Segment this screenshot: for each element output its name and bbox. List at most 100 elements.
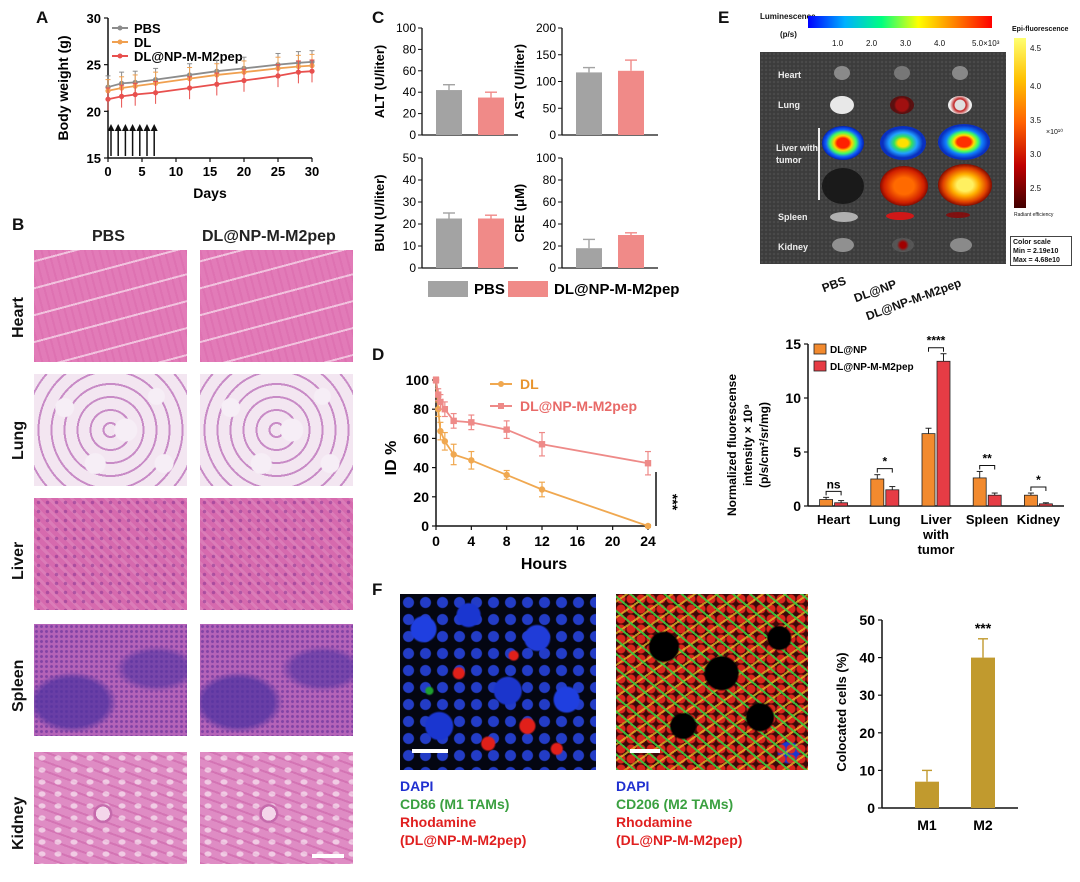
ivis-label-kidney: Kidney (778, 242, 809, 252)
organ-spleen-dlnpm (946, 212, 970, 218)
data-point (441, 438, 449, 445)
x-tick-label: 4 (467, 533, 475, 549)
y-tick-label: 30 (403, 195, 417, 209)
bar (1038, 503, 1053, 507)
x-tick-label: Liver (920, 512, 951, 527)
data-point (503, 426, 510, 433)
data-point (132, 91, 138, 98)
panel-c-letter: C (372, 8, 385, 27)
data-point (441, 406, 449, 413)
bar (618, 235, 644, 268)
epi-radiant-label: Radiant efficiency (1014, 212, 1054, 218)
legend-rhodamine: Rhodamine (616, 814, 693, 830)
y-tick-label: 0 (549, 128, 556, 142)
he-image-kidney-dlnp (200, 752, 353, 864)
bar (870, 478, 885, 507)
legend-marker-dl (117, 39, 123, 45)
x-tick-label: 24 (640, 533, 656, 549)
legend-rhodamine-sub: (DL@NP-M-M2pep) (616, 832, 743, 848)
organ-kidney-dlnp (892, 238, 914, 252)
panel-d-sig: *** (665, 494, 681, 511)
ivis-col-pbs: PBS (820, 273, 848, 296)
he-image-lung-pbs (34, 374, 187, 486)
y-tick-label: 20 (859, 725, 875, 741)
bar (618, 70, 644, 135)
bar (478, 97, 504, 135)
epi-tick-35: 3.5 (1030, 116, 1042, 125)
y-axis-label: BUN (U/liter) (372, 174, 387, 251)
ivis-label-lung: Lung (778, 100, 800, 110)
bar (576, 72, 602, 135)
y-axis-label: CRE (μM) (512, 184, 527, 243)
series-line (107, 64, 313, 92)
y-tick-label: 60 (403, 64, 417, 78)
lum-tick-4: 4.0 (934, 39, 946, 48)
sig-bracket (876, 468, 893, 473)
legend-label-dlnpm: DL@NP-M-M2pep (830, 362, 914, 373)
scale-bar (630, 749, 660, 753)
organ-heart-dlnp (894, 66, 910, 80)
organ-spleen-pbs (830, 212, 858, 222)
dosing-arrowhead (136, 124, 144, 131)
organ-heart-dlnpm (952, 66, 968, 80)
scale-bar (312, 854, 344, 858)
epi-tick-30: 3.0 (1030, 150, 1042, 159)
y-tick-label: 40 (403, 85, 417, 99)
panel-e-letter: E (718, 8, 730, 27)
bar (885, 489, 900, 507)
x-tick-label: M1 (917, 817, 937, 833)
y-tick-label: 60 (413, 430, 429, 446)
legend-marker-dlnp (117, 53, 123, 59)
bar (936, 360, 951, 507)
x-tick-label: 0 (432, 533, 440, 549)
lum-unit: (p/s) (780, 30, 797, 39)
y-tick-label: 200 (536, 21, 556, 35)
epi-title: Epi-fluorescence (1012, 26, 1069, 33)
y-axis-label: AST (U/liter) (512, 44, 527, 119)
ivis-liver-bracket (818, 128, 820, 200)
bar (478, 218, 504, 268)
he-image-spleen-pbs (34, 624, 187, 736)
y-tick-label: 50 (543, 101, 557, 115)
data-point (450, 417, 457, 425)
y-tick-label: 0 (793, 498, 801, 514)
legend-cd86: CD86 (M1 TAMs) (400, 796, 510, 812)
sig-label: * (882, 455, 887, 469)
y-axis-label: ALT (U/liter) (372, 45, 387, 118)
y-tick-label: 0 (549, 261, 556, 275)
panel-b-row-lung: Lung (10, 420, 27, 460)
legend-label-pbs: PBS (134, 21, 161, 36)
body-weight-chart: Body weight (g) Days PBS DL DL@NP-M-M2pe… (55, 11, 319, 201)
legend-label-dl: DL (134, 35, 151, 50)
dosing-arrowhead (129, 124, 137, 131)
y-tick-label: 20 (403, 107, 417, 121)
x-tick-label: Spleen (966, 512, 1009, 527)
data-point (437, 398, 444, 406)
x-tick-label: 8 (503, 533, 511, 549)
data-point (295, 69, 301, 75)
bar (971, 657, 995, 808)
x-tick-label: 20 (237, 164, 251, 179)
y-tick-label: 30 (859, 687, 875, 703)
he-image-heart-dlnp (200, 250, 353, 362)
he-image-kidney-pbs (34, 752, 187, 864)
y-tick-label: 30 (87, 11, 101, 26)
colocation-chart: Colocated cells (%) 0 10 20 30 40 50 M1 M2 *** (834, 612, 1018, 833)
x-tick-label: 5 (138, 164, 145, 179)
panel-d-xlabel: Hours (521, 556, 567, 573)
data-point (468, 419, 475, 426)
epi-colorbar (1014, 38, 1026, 208)
y-tick-label: 0 (409, 128, 416, 142)
lum-tick-2: 2.0 (866, 39, 878, 48)
legend-label-dlnp: DL@NP-M-M2pep (520, 398, 637, 414)
panel-e-ylabel-3: (p/s/cm²/sr/mg) (757, 402, 771, 488)
x-tick-label: M2 (973, 817, 993, 833)
ivis-image: Heart Lung Liver with tumor Spleen Kidne… (760, 52, 1006, 264)
y-tick-label: 100 (536, 75, 556, 89)
he-image-liver-dlnp (200, 498, 353, 610)
legend-dapi: DAPI (400, 778, 434, 794)
organ-lung-dlnp (890, 96, 914, 114)
lum-title: Luminescence (760, 12, 816, 21)
panel-a-legend: PBS DL DL@NP-M-M2pep (112, 21, 243, 64)
